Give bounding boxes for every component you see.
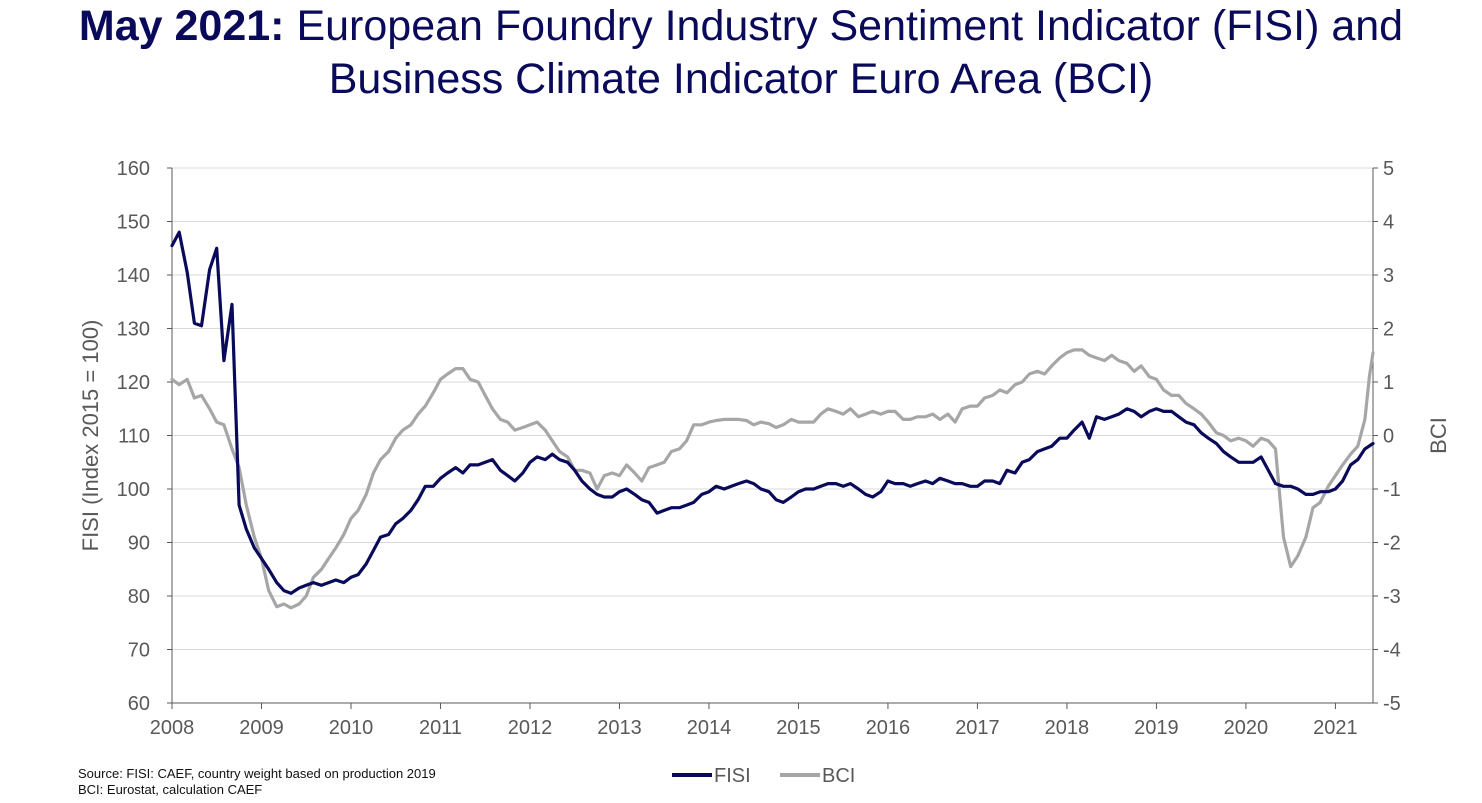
x-tick-label: 2017	[955, 717, 1000, 739]
y-left-tick-label: 90	[128, 533, 150, 555]
y-left-tick-label: 100	[117, 479, 150, 501]
x-tick-label: 2009	[239, 717, 284, 739]
x-tick-label: 2011	[419, 717, 462, 739]
x-tick-label: 2010	[329, 717, 374, 739]
title-line-2: Business Climate Indicator Euro Area (BC…	[328, 55, 1154, 103]
y-left-tick-label: 160	[117, 158, 150, 180]
chart-title: May 2021: European Foundry Industry Sent…	[0, 0, 1482, 106]
y-left-tick-label: 140	[117, 265, 150, 287]
x-tick-label: 2013	[597, 717, 642, 739]
title-line-1: May 2021: European Foundry Industry Sent…	[0, 0, 1482, 53]
y-right-tick-label: 3	[1383, 265, 1394, 287]
x-tick-label: 2015	[776, 717, 821, 739]
y-right-tick-label: 5	[1383, 158, 1394, 180]
x-tick-label: 2021	[1313, 717, 1358, 739]
axes	[167, 167, 1378, 709]
y-right-tick-label: -3	[1383, 586, 1401, 608]
series-line-fisi	[170, 230, 1375, 595]
x-tick-label: 2008	[150, 717, 195, 739]
y-left-tick-label: 110	[118, 426, 150, 448]
legend-label-bci: BCI	[822, 765, 855, 787]
title-text-1: European Foundry Industry Sentiment Indi…	[296, 2, 1404, 50]
series-lines	[170, 230, 1375, 610]
tick-labels: 60 70 80 90 100 110 120 130 140 150 160 -5 -4 -3 -2 -1 0…	[78, 158, 1451, 739]
y-right-tick-label: -5	[1383, 693, 1401, 715]
y-right-tick-label: 1	[1383, 372, 1394, 394]
y-right-tick-label: -4	[1383, 640, 1401, 662]
x-tick-label: 2014	[687, 717, 732, 739]
y-left-tick-label: 130	[117, 319, 150, 341]
source-line-1: Source: FISI: CAEF, country weight based…	[78, 766, 436, 781]
y-right-tick-label: -2	[1383, 533, 1401, 555]
title-lead: May 2021:	[78, 2, 285, 50]
y-right-tick-label: 0	[1383, 426, 1394, 448]
y-left-tick-label: 60	[128, 693, 150, 715]
y-left-tick-label: 150	[117, 212, 150, 234]
x-tick-label: 2020	[1224, 717, 1269, 739]
x-tick-label: 2012	[508, 717, 553, 739]
y-left-tick-label: 120	[117, 372, 150, 394]
source-note: Source: FISI: CAEF, country weight based…	[78, 766, 436, 798]
series-line-bci	[170, 348, 1375, 610]
x-tick-label: 2018	[1045, 717, 1090, 739]
source-line-2: BCI: Eurostat, calculation CAEF	[78, 782, 263, 797]
legend-label-fisi: FISI	[714, 765, 751, 787]
legend: FISI BCI	[672, 765, 855, 787]
y-right-axis-title: BCI	[1426, 417, 1451, 454]
grid-lines	[172, 167, 1373, 650]
y-left-axis-title: FISI (Index 2015 = 100)	[78, 320, 103, 552]
y-left-tick-label: 70	[128, 640, 150, 662]
y-right-tick-label: 2	[1383, 319, 1394, 341]
y-right-tick-label: 4	[1383, 212, 1394, 234]
y-left-tick-label: 80	[128, 586, 150, 608]
x-tick-label: 2016	[866, 717, 911, 739]
y-right-tick-label: -1	[1383, 479, 1401, 501]
x-tick-label: 2019	[1134, 717, 1179, 739]
